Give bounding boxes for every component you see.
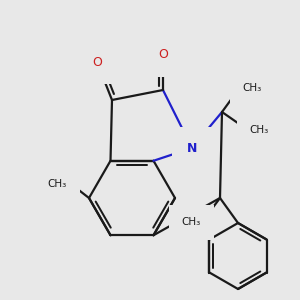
Text: CH₃: CH₃	[242, 83, 261, 93]
Text: O: O	[158, 49, 168, 62]
Text: CH₃: CH₃	[249, 125, 268, 135]
Text: N: N	[187, 142, 197, 154]
Text: CH₃: CH₃	[48, 179, 67, 189]
Text: O: O	[92, 56, 102, 68]
Text: CH₃: CH₃	[182, 217, 201, 227]
